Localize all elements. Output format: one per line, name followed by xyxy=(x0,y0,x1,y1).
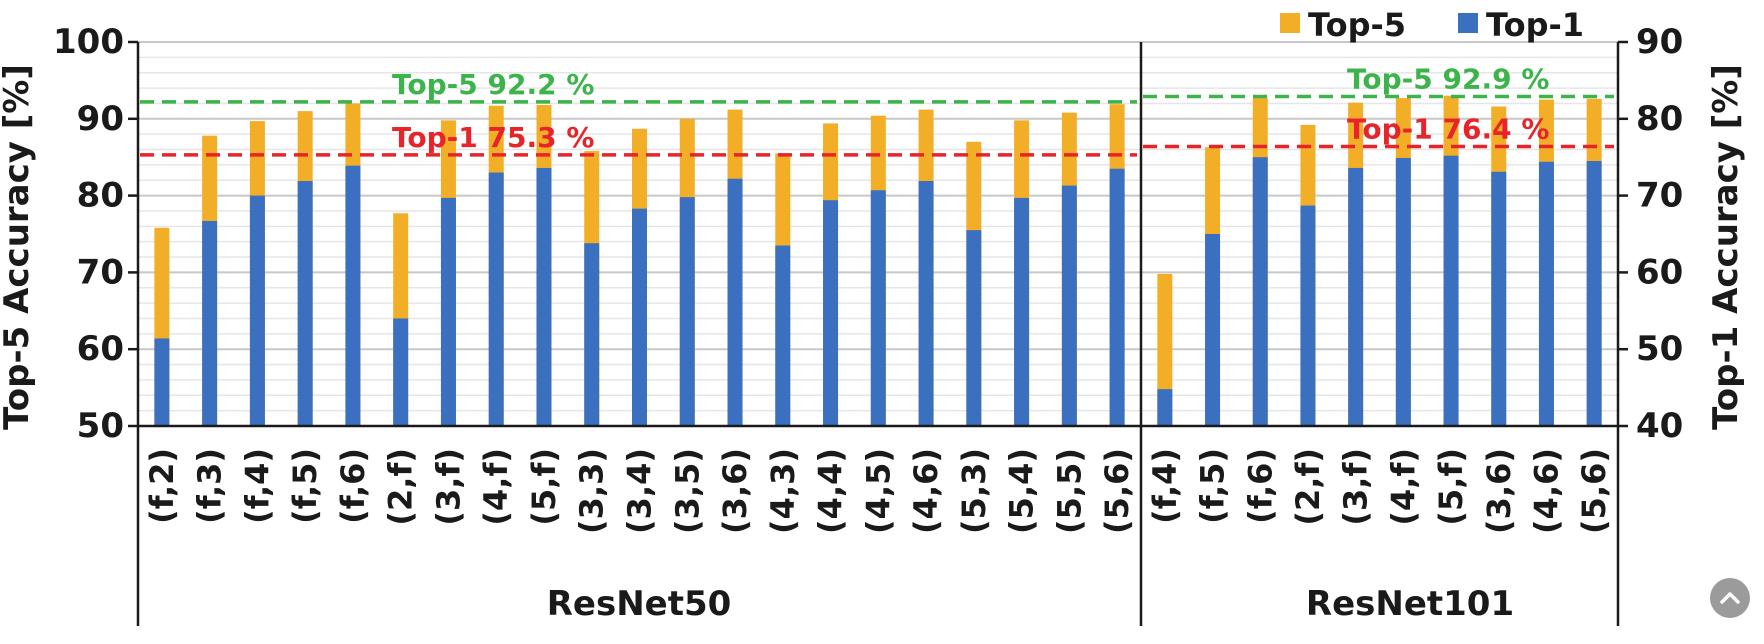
bar-top1 xyxy=(632,208,647,426)
category-tick-label: (4,4) xyxy=(812,448,850,534)
right-tick-label: 60 xyxy=(1636,252,1683,292)
bar-top1 xyxy=(918,181,934,426)
bar-top1 xyxy=(1205,234,1221,426)
category-tick-label: (3,f) xyxy=(1337,448,1375,526)
bar-top1 xyxy=(870,190,886,426)
bar-top1 xyxy=(584,243,600,426)
category-tick-label: (f,5) xyxy=(286,448,324,524)
bar-top1 xyxy=(1061,185,1077,426)
bar-top1 xyxy=(1014,197,1030,426)
bar-top1 xyxy=(1252,157,1268,426)
category-tick-label: (f,5) xyxy=(1194,448,1232,524)
legend: Top-5 Top-1 xyxy=(1280,6,1584,44)
tick-labels: (f,2) (f,3) (f,4) (f,5) (f,6) (2,f) (3,f) (4,f)… xyxy=(53,22,1683,534)
category-tick-label: (2,f) xyxy=(1289,448,1327,526)
left-tick-label: 70 xyxy=(77,252,124,292)
right-axis-title: Top-1 Accuracy [%] xyxy=(1706,64,1746,430)
category-tick-label: (f,4) xyxy=(1146,448,1184,524)
legend-swatch-top1 xyxy=(1458,13,1478,33)
group-label-resnet50: ResNet50 xyxy=(547,584,732,624)
bar-top1 xyxy=(488,172,504,426)
category-tick-label: (4,5) xyxy=(859,448,897,534)
category-tick-label: (4,6) xyxy=(1527,448,1565,534)
baseline-label-top1: Top-1 75.3 % xyxy=(392,121,594,154)
left-axis-title: Top-5 Accuracy [%] xyxy=(0,64,37,430)
category-tick-label: (3,5) xyxy=(668,448,706,534)
category-tick-label: (f,2) xyxy=(143,448,181,524)
category-tick-label: (3,f) xyxy=(429,448,467,526)
bar-top1 xyxy=(249,195,265,426)
bar-top1 xyxy=(440,197,456,426)
left-tick-label: 50 xyxy=(77,406,124,446)
left-tick-label: 90 xyxy=(77,99,124,139)
right-tick-label: 70 xyxy=(1636,176,1683,216)
category-tick-label: (5,3) xyxy=(955,448,993,534)
baseline-label-top1: Top-1 76.4 % xyxy=(1347,112,1549,145)
bar-top1 xyxy=(1157,389,1173,426)
baseline-label-top5: Top-5 92.2 % xyxy=(392,68,594,101)
left-tick-label: 100 xyxy=(53,22,124,62)
category-tick-label: (4,f) xyxy=(1384,448,1422,526)
bar-top1 xyxy=(1538,161,1554,427)
chevron-up-icon xyxy=(1720,592,1740,604)
category-tick-label: (f,6) xyxy=(1241,448,1279,524)
bar-top1 xyxy=(536,167,552,426)
category-tick-label: (5,f) xyxy=(525,448,563,526)
category-tick-label: (f,4) xyxy=(238,448,276,524)
right-tick-label: 90 xyxy=(1636,22,1683,62)
bar-top5 xyxy=(1157,273,1173,426)
category-tick-label: (4,6) xyxy=(907,448,945,534)
bar-top1 xyxy=(345,165,361,426)
category-tick-label: (f,3) xyxy=(191,448,229,524)
bar-top1 xyxy=(154,338,170,426)
scroll-to-top-button[interactable] xyxy=(1710,578,1750,618)
bar-top1 xyxy=(297,181,313,426)
category-tick-label: (2,f) xyxy=(382,448,420,526)
right-tick-label: 40 xyxy=(1636,406,1683,446)
category-tick-label: (5,5) xyxy=(1050,448,1088,534)
bar-top1 xyxy=(393,318,409,426)
category-tick-label: (5,4) xyxy=(1003,448,1041,534)
category-tick-label: (3,6) xyxy=(716,448,754,534)
bar-top1 xyxy=(1491,171,1507,426)
bar-top1 xyxy=(823,200,839,426)
bars xyxy=(154,95,1602,427)
bar-top1 xyxy=(775,245,791,426)
legend-swatch-top5 xyxy=(1280,13,1300,33)
bar-top1 xyxy=(1443,155,1459,426)
baselines: Top-5 92.2 % Top-1 75.3 % Top-5 92.9 % Top-… xyxy=(140,63,1614,157)
category-tick-label: (5,f) xyxy=(1432,448,1470,526)
bar-top1 xyxy=(966,230,982,426)
legend-label-top5: Top-5 xyxy=(1308,6,1406,44)
right-tick-label: 80 xyxy=(1636,99,1683,139)
left-tick-label: 60 xyxy=(77,329,124,369)
bar-top1 xyxy=(202,220,218,426)
category-tick-label: (3,3) xyxy=(573,448,611,534)
category-tick-label: (4,3) xyxy=(764,448,802,534)
category-tick-label: (f,6) xyxy=(334,448,372,524)
bar-top1 xyxy=(1395,157,1411,426)
category-tick-label: (3,6) xyxy=(1480,448,1518,534)
category-tick-label: (5,6) xyxy=(1575,448,1613,534)
axes xyxy=(128,40,1628,626)
baseline-label-top5: Top-5 92.9 % xyxy=(1347,63,1549,96)
legend-label-top1: Top-1 xyxy=(1486,6,1584,44)
category-tick-label: (4,f) xyxy=(477,448,515,526)
bar-top1 xyxy=(1109,168,1125,426)
left-tick-label: 80 xyxy=(77,176,124,216)
bar-top1 xyxy=(1348,167,1364,426)
right-tick-label: 50 xyxy=(1636,329,1683,369)
category-tick-label: (5,6) xyxy=(1098,448,1136,534)
group-label-resnet101: ResNet101 xyxy=(1306,584,1514,624)
bar-top1 xyxy=(1300,205,1316,426)
bar-top1 xyxy=(679,197,695,426)
bar-top1 xyxy=(1586,161,1602,427)
bar-top1 xyxy=(727,178,743,426)
category-tick-label: (3,4) xyxy=(621,448,659,534)
